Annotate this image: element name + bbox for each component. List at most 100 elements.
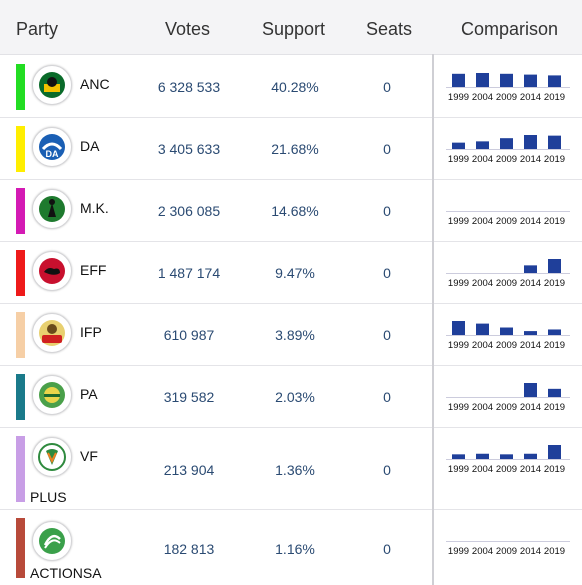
sparkline-year-label: 2014 — [520, 154, 541, 165]
sparkline-bar — [476, 73, 489, 87]
sparkline-year-label: 2004 — [472, 340, 493, 351]
support-value: 40.28% — [271, 79, 319, 95]
sparkline-year-label: 2009 — [496, 278, 517, 289]
header-comparison: Comparison — [461, 19, 559, 39]
sparkline-bar — [452, 73, 465, 87]
comparison-sparkline: 1999 2004 2009 2014 2019 — [446, 321, 570, 351]
sparkline-bar — [524, 265, 537, 273]
sparkline-year-label: 1999 — [448, 464, 469, 475]
sparkline-year-label: 1999 — [448, 278, 469, 289]
sparkline-year-label: 2004 — [472, 154, 493, 165]
sparkline-year-label: 2009 — [496, 464, 517, 475]
party-name-line2: ACTIONSA — [30, 565, 102, 581]
seats-value: 0 — [383, 541, 391, 557]
comparison-sparkline: 1999 2004 2009 2014 2019 — [446, 73, 570, 103]
votes-value: 3 405 633 — [157, 141, 221, 157]
sparkline-bar — [524, 331, 537, 335]
svg-text:DA: DA — [46, 149, 59, 159]
support-value: 2.03% — [275, 389, 315, 405]
eff-logo-icon — [32, 251, 72, 291]
sparkline-bar — [548, 445, 561, 459]
comparison-divider — [432, 54, 434, 585]
table-row[interactable]: EFF 1 487 174 9.47% 0 1999 2004 2009 2014 2019 — [0, 241, 582, 304]
sparkline-year-label: 2014 — [520, 546, 541, 557]
votes-value: 610 987 — [163, 327, 215, 343]
table-row[interactable]: IFP 610 987 3.89% 0 1999 2004 2009 2014 2019 — [0, 303, 582, 366]
table-row[interactable]: M.K. 2 306 085 14.68% 0 1999 2004 2009 2014 2019 — [0, 179, 582, 242]
sparkline-year-label: 2004 — [472, 278, 493, 289]
sparkline-year-label: 1999 — [448, 216, 469, 227]
sparkline-bar — [500, 454, 513, 459]
support-value: 3.89% — [275, 327, 315, 343]
sparkline-year-label: 2019 — [544, 546, 565, 557]
sparkline-year-label: 2019 — [544, 216, 565, 227]
comparison-sparkline: 1999 2004 2009 2014 2019 — [446, 259, 570, 289]
sparkline-year-label: 2009 — [496, 340, 517, 351]
sparkline-year-label: 1999 — [448, 546, 469, 557]
sparkline-year-label: 2004 — [472, 216, 493, 227]
table-row[interactable]: ANC 6 328 533 40.28% 0 1999 2004 2009 2014 2019 — [0, 55, 582, 118]
table-row[interactable]: ACTIONSA 182 813 1.16% 0 1999 2004 2009 2014 201… — [0, 509, 582, 585]
sparkline-year-label: 2019 — [544, 402, 565, 413]
seats-value: 0 — [383, 327, 391, 343]
support-value: 1.16% — [275, 541, 315, 557]
sparkline-bar — [452, 454, 465, 459]
sparkline-bar — [500, 327, 513, 335]
party-name: PA — [80, 386, 98, 402]
party-name: DA — [80, 138, 100, 154]
header-votes[interactable]: Votes — [165, 19, 211, 39]
support-value: 1.36% — [275, 462, 315, 478]
sparkline-bar — [548, 388, 561, 397]
anc-logo-icon — [32, 65, 72, 105]
sparkline-bar — [548, 75, 561, 87]
sparkline-year-label: 2019 — [544, 92, 565, 103]
sparkline-year-label: 2004 — [472, 92, 493, 103]
sparkline-bar — [548, 259, 561, 273]
votes-value: 1 487 174 — [157, 265, 221, 281]
header-party[interactable]: Party — [16, 19, 59, 39]
sparkline-year-label: 2009 — [496, 154, 517, 165]
table-header: Party Votes Support Seats Comparison — [0, 0, 582, 55]
votes-value: 182 813 — [163, 541, 215, 557]
header-seats[interactable]: Seats — [366, 19, 413, 39]
sparkline-bar — [476, 141, 489, 149]
seats-value: 0 — [383, 389, 391, 405]
table-row[interactable]: DA DA 3 405 633 21.68% 0 1999 2004 2009 2014 2019 — [0, 117, 582, 180]
party-color-bar — [16, 312, 25, 358]
sparkline-bar — [476, 453, 489, 459]
table-row[interactable]: VF PLUS 213 904 1.36% 0 1999 2004 2009 2014 2019 — [0, 427, 582, 510]
header-support[interactable]: Support — [262, 19, 326, 39]
sparkline-year-label: 2009 — [496, 216, 517, 227]
comparison-sparkline: 1999 2004 2009 2014 2019 — [446, 211, 570, 227]
votes-value: 213 904 — [163, 462, 215, 478]
party-name: IFP — [80, 324, 102, 340]
sparkline-year-label: 2019 — [544, 278, 565, 289]
party-name: M.K. — [80, 200, 109, 216]
sparkline-bar — [476, 323, 489, 335]
table-row[interactable]: PA 319 582 2.03% 0 1999 2004 2009 2014 2019 — [0, 365, 582, 428]
party-color-bar — [16, 64, 25, 110]
support-value: 9.47% — [275, 265, 315, 281]
seats-value: 0 — [383, 203, 391, 219]
sparkline-bar — [548, 135, 561, 149]
sparkline-year-label: 2019 — [544, 154, 565, 165]
sparkline-bar — [524, 135, 537, 149]
sparkline-year-label: 2014 — [520, 278, 541, 289]
sparkline-year-label: 2009 — [496, 92, 517, 103]
sparkline-bar — [524, 74, 537, 87]
party-name: EFF — [80, 262, 107, 278]
sparkline-year-label: 2014 — [520, 402, 541, 413]
comparison-sparkline: 1999 2004 2009 2014 2019 — [446, 135, 570, 165]
party-name: ANC — [80, 76, 110, 92]
vfplus-logo-icon — [32, 437, 72, 477]
sparkline-year-label: 2009 — [496, 546, 517, 557]
seats-value: 0 — [383, 141, 391, 157]
pa-logo-icon — [32, 375, 72, 415]
sparkline-year-label: 2014 — [520, 464, 541, 475]
seats-value: 0 — [383, 265, 391, 281]
support-value: 14.68% — [271, 203, 319, 219]
votes-value: 6 328 533 — [157, 79, 221, 95]
comparison-sparkline: 1999 2004 2009 2014 2019 — [446, 383, 570, 413]
sparkline-year-label: 2014 — [520, 92, 541, 103]
